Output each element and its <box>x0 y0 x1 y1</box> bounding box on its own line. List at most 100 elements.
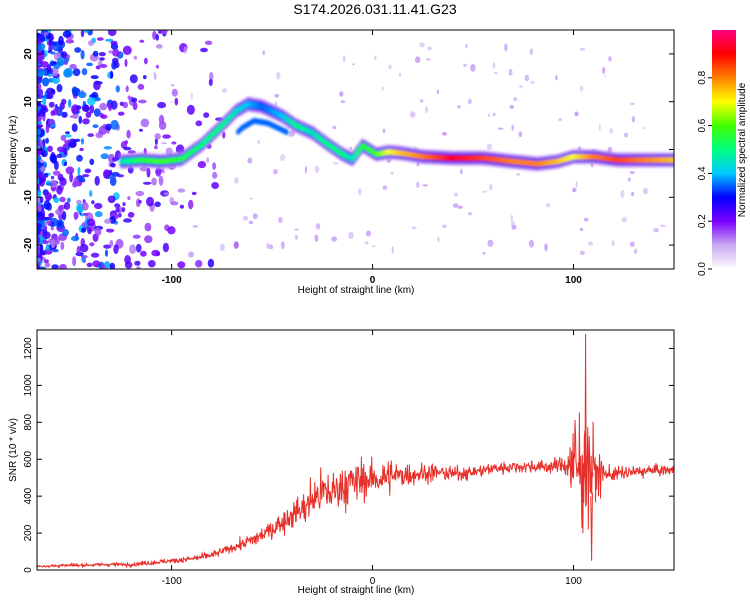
noise-speckle <box>123 218 132 223</box>
noise-speckle <box>482 190 487 193</box>
noise-speckle <box>598 123 601 132</box>
noise-speckle <box>188 251 194 258</box>
noise-speckle <box>470 64 476 72</box>
noise-speckle <box>486 143 493 150</box>
noise-speckle <box>98 125 108 135</box>
noise-speckle <box>131 97 138 103</box>
noise-speckle <box>65 39 75 44</box>
noise-speckle <box>98 52 106 57</box>
noise-speckle <box>93 108 101 117</box>
noise-speckle <box>137 83 145 90</box>
noise-speckle <box>94 227 102 237</box>
noise-speckle <box>442 224 447 228</box>
noise-speckle <box>381 86 384 91</box>
noise-speckle <box>206 157 210 164</box>
noise-speckle <box>183 46 188 55</box>
noise-speckle <box>77 166 81 176</box>
noise-speckle <box>155 64 159 69</box>
noise-speckle <box>273 169 278 175</box>
noise-speckle <box>117 111 125 116</box>
noise-speckle <box>511 124 514 131</box>
noise-speckle <box>47 145 53 152</box>
noise-speckle <box>195 120 203 127</box>
noise-speckle <box>465 43 468 48</box>
noise-speckle <box>280 241 285 250</box>
noise-speckle <box>69 172 73 183</box>
noise-speckle <box>513 97 518 102</box>
noise-speckle <box>186 104 195 115</box>
noise-speckle <box>192 225 198 228</box>
noise-speckle <box>42 138 46 148</box>
noise-speckle <box>419 42 425 48</box>
noise-speckle <box>634 248 638 254</box>
noise-speckle <box>43 31 49 36</box>
noise-speckle <box>112 48 120 57</box>
noise-speckle <box>129 244 137 254</box>
noise-speckle <box>212 171 218 179</box>
noise-speckle <box>169 196 175 205</box>
noise-speckle <box>374 55 377 61</box>
noise-speckle <box>629 171 635 174</box>
colorbar-ticks: 0.0 0.2 0.4 0.6 0.8 <box>697 70 712 276</box>
noise-speckle <box>110 119 119 130</box>
noise-speckle <box>579 47 586 51</box>
noise-speckle <box>37 42 46 51</box>
snr-y-axis-label: SNR (10 * v/v) <box>8 418 19 482</box>
noise-speckle <box>42 77 50 86</box>
noise-speckle <box>588 241 594 246</box>
noise-speckle <box>48 101 55 108</box>
noise-speckle <box>555 75 558 81</box>
noise-speckle <box>92 50 99 57</box>
noise-speckle <box>208 78 213 86</box>
noise-speckle <box>37 134 41 144</box>
noise-speckle <box>364 241 369 245</box>
noise-speckle <box>155 44 163 49</box>
noise-speckle <box>161 142 167 145</box>
noise-speckle <box>82 118 90 125</box>
noise-speckle <box>498 127 504 130</box>
noise-speckle <box>583 217 589 222</box>
noise-speckle <box>603 74 607 77</box>
noise-speckle <box>247 157 253 164</box>
noise-speckle <box>37 102 42 107</box>
noise-speckle <box>64 161 67 166</box>
noise-speckle <box>86 262 93 268</box>
noise-speckle <box>83 104 90 112</box>
noise-speckle <box>158 30 163 34</box>
noise-speckle <box>43 259 49 264</box>
noise-speckle <box>177 261 186 269</box>
noise-speckle <box>37 128 42 135</box>
noise-speckle <box>40 107 49 113</box>
noise-speckle <box>146 196 154 207</box>
noise-speckle <box>631 192 635 197</box>
noise-speckle <box>204 40 213 45</box>
ridge-blob <box>671 157 674 163</box>
noise-speckle <box>112 57 119 64</box>
noise-speckle <box>89 104 95 114</box>
noise-speckle <box>127 196 131 201</box>
noise-speckle <box>58 35 64 46</box>
noise-speckle <box>252 213 258 220</box>
noise-speckle <box>249 197 253 200</box>
noise-speckle <box>144 235 153 244</box>
noise-speckle <box>50 51 56 55</box>
noise-speckle <box>50 110 56 116</box>
noise-speckle <box>493 71 498 75</box>
noise-speckle <box>52 170 61 176</box>
noise-speckle <box>72 256 77 267</box>
noise-speckle <box>372 245 376 248</box>
noise-speckle <box>143 75 147 80</box>
noise-speckle <box>110 162 116 167</box>
snr-x-axis-label: Height of straight line (km) <box>298 585 415 596</box>
noise-speckle <box>92 124 99 129</box>
figure-title: S174.2026.031.11.41.G23 <box>293 1 456 17</box>
spectrogram-x-tick-label: -100 <box>162 275 182 286</box>
colorbar-tick-label: 0.0 <box>697 262 708 276</box>
noise-speckle <box>68 141 77 148</box>
noise-speckle <box>77 91 87 99</box>
snr-y-tick-label: 0 <box>23 567 34 573</box>
noise-speckle <box>492 112 496 117</box>
noise-speckle <box>37 235 40 245</box>
frequency-ridge-layer <box>119 96 674 172</box>
noise-speckle <box>50 175 55 180</box>
